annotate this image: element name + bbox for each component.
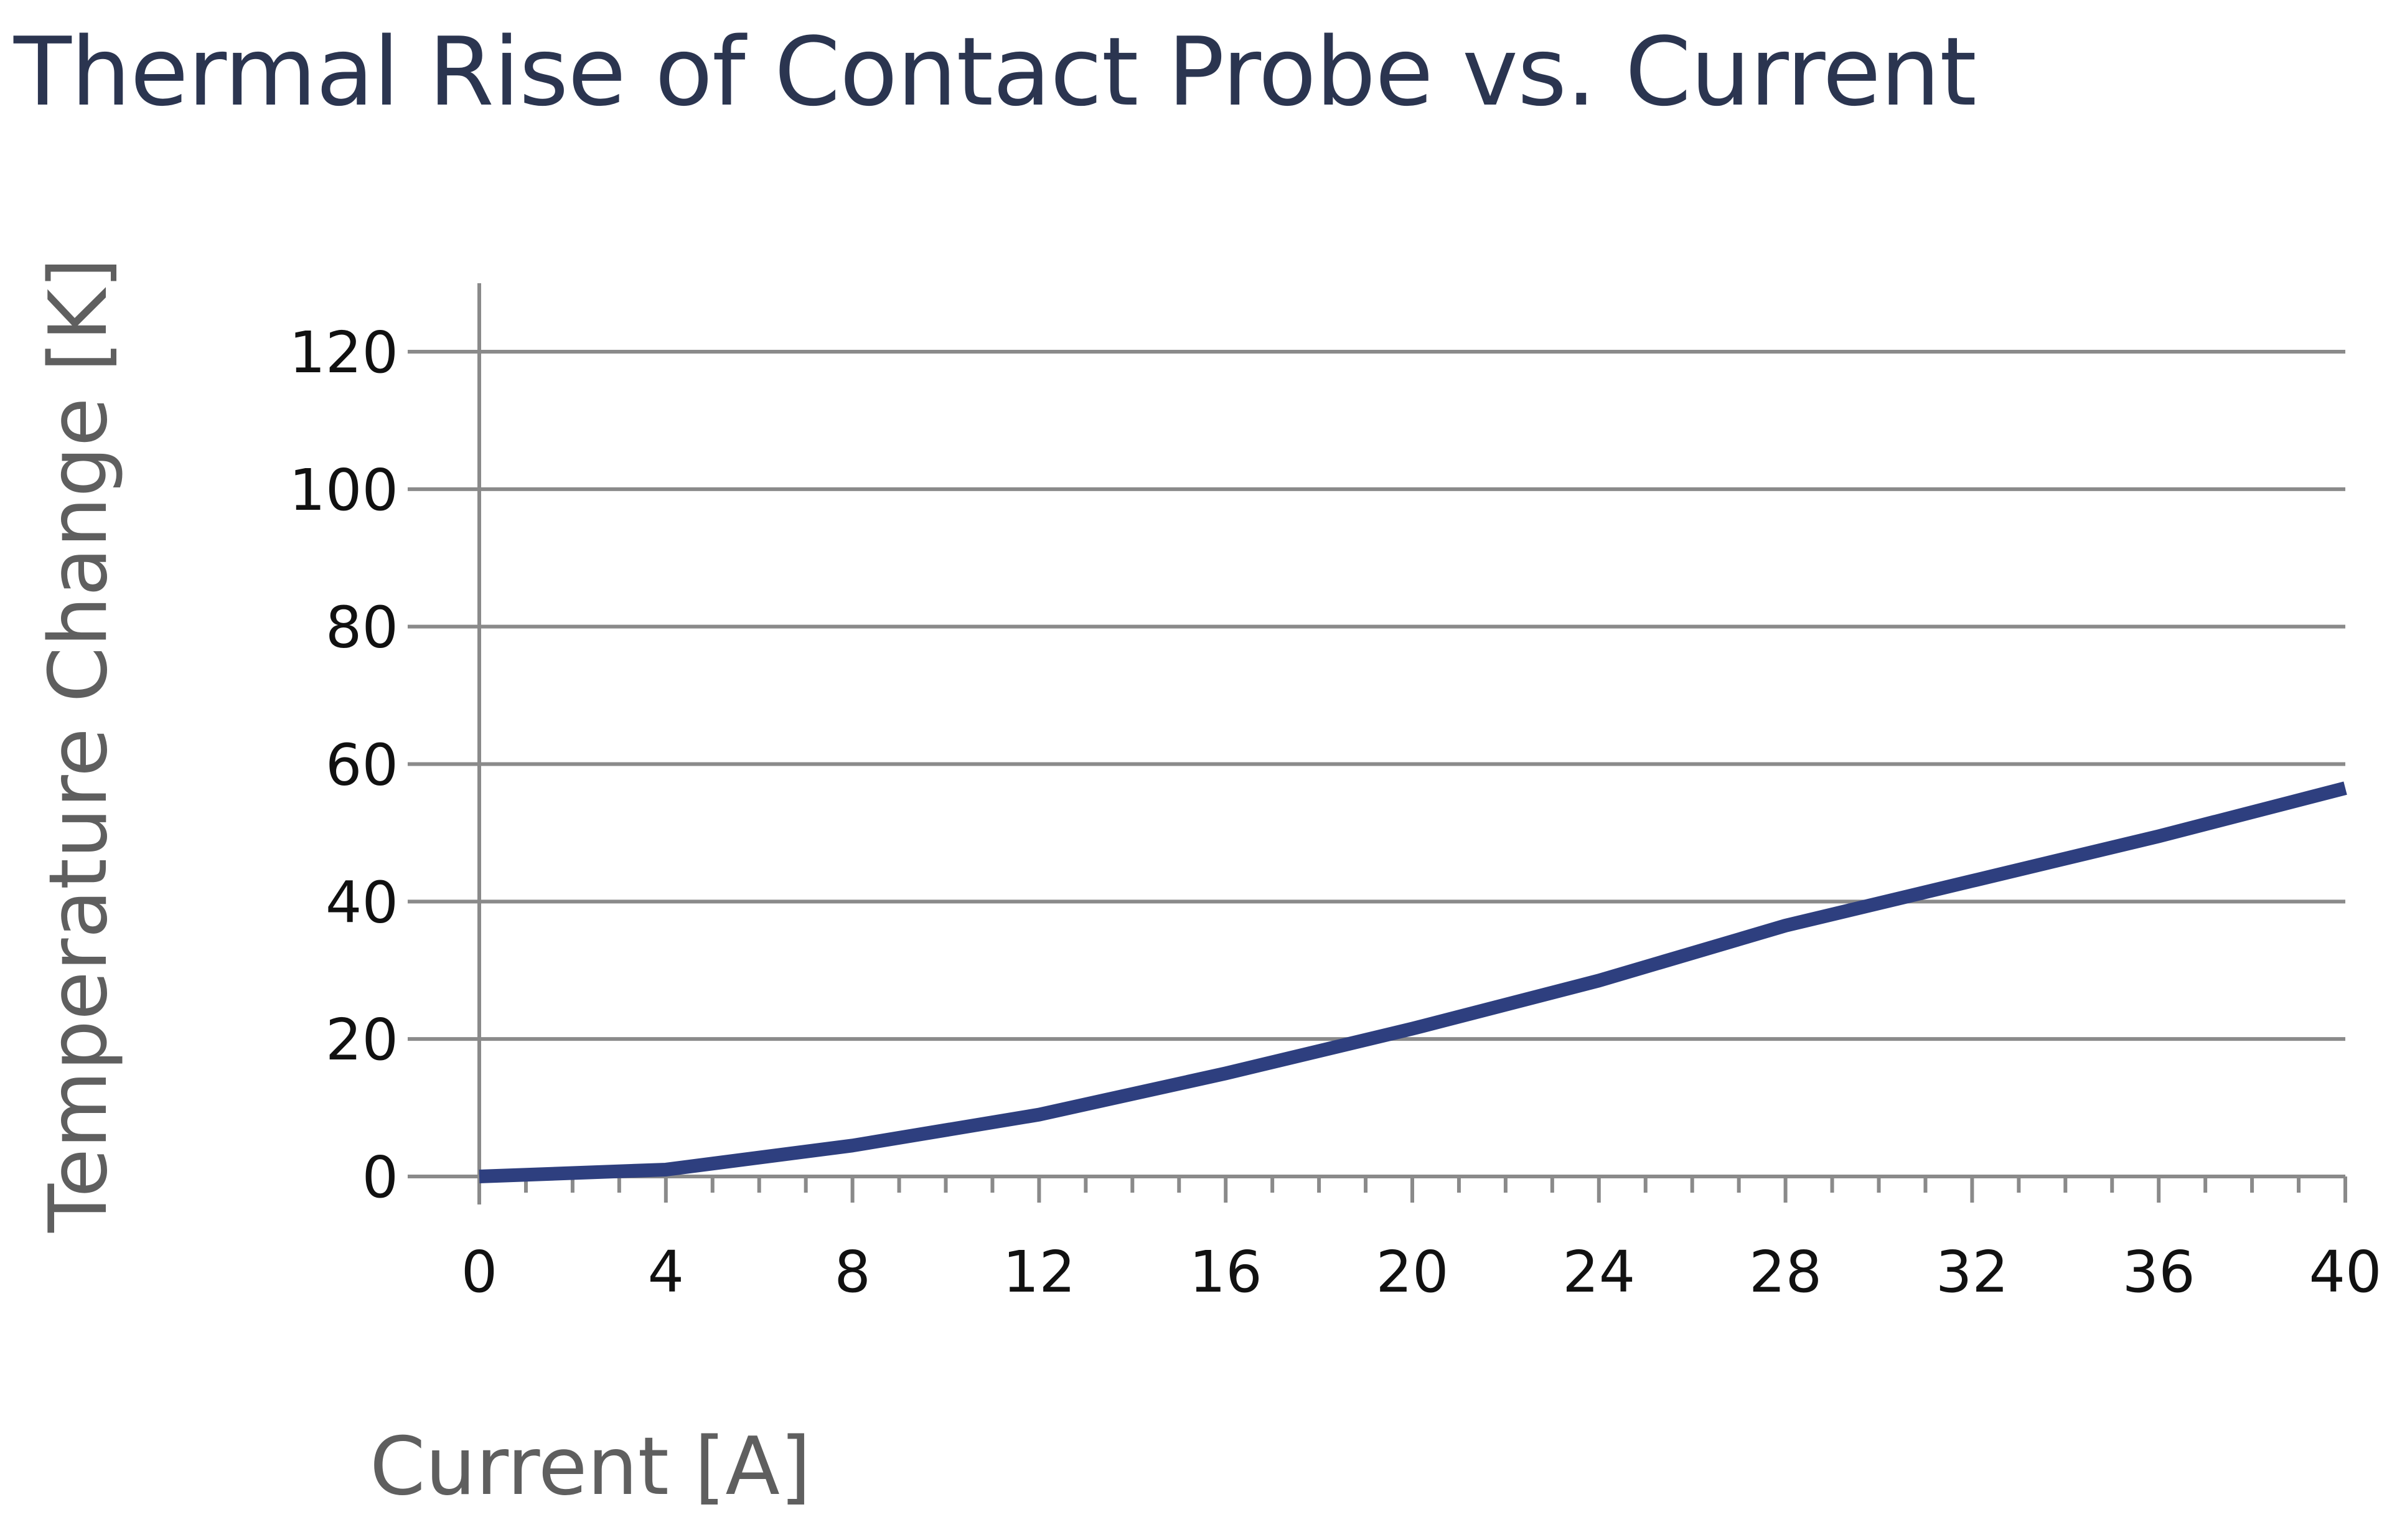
data-point	[2158, 835, 2159, 837]
data-point	[1038, 1114, 1039, 1115]
x-tick-label-4: 4	[648, 1239, 685, 1305]
y-tick-label-80: 80	[326, 594, 398, 661]
chart-title: Thermal Rise of Contact Probe vs. Curren…	[14, 17, 1977, 127]
y-tick-label-60: 60	[326, 732, 398, 799]
data-point	[2345, 787, 2346, 789]
data-point	[479, 1176, 480, 1177]
x-tick-label-40: 40	[2309, 1239, 2381, 1305]
y-tick-label-40: 40	[326, 869, 398, 936]
series-layer	[479, 781, 2347, 1183]
x-tick-label-20: 20	[1376, 1239, 1448, 1305]
x-tick-label-12: 12	[1003, 1239, 1076, 1305]
data-point	[1785, 925, 1786, 926]
x-tick-label-0: 0	[461, 1239, 498, 1305]
tick-labels: 0 20 40 60 80 100 120 0 4 8 12 16 20 24 28 32 36 40	[289, 319, 2381, 1305]
data-point	[1225, 1073, 1226, 1074]
y-tick-label-100: 100	[289, 457, 398, 524]
data-point	[852, 1145, 853, 1146]
axes	[408, 283, 2347, 1204]
data-point	[1971, 880, 1972, 881]
y-axis-title: Temperature Change [K]	[32, 258, 125, 1233]
series-line-0	[479, 781, 2347, 1183]
gridlines	[479, 350, 2345, 1041]
x-tick-label-28: 28	[1749, 1239, 1822, 1305]
x-tick-label-24: 24	[1562, 1239, 1635, 1305]
data-point	[665, 1169, 667, 1170]
x-axis-title: Current [A]	[370, 1420, 811, 1513]
x-tick-label-36: 36	[2122, 1239, 2195, 1305]
y-tick-label-20: 20	[326, 1007, 398, 1073]
x-tick-label-8: 8	[834, 1239, 871, 1305]
data-point	[1412, 1028, 1413, 1030]
y-tick-label-120: 120	[289, 319, 398, 386]
x-tick-label-16: 16	[1189, 1239, 1262, 1305]
x-tick-label-32: 32	[1936, 1239, 2009, 1305]
y-tick-label-0: 0	[362, 1144, 398, 1211]
data-point	[1598, 980, 1600, 981]
